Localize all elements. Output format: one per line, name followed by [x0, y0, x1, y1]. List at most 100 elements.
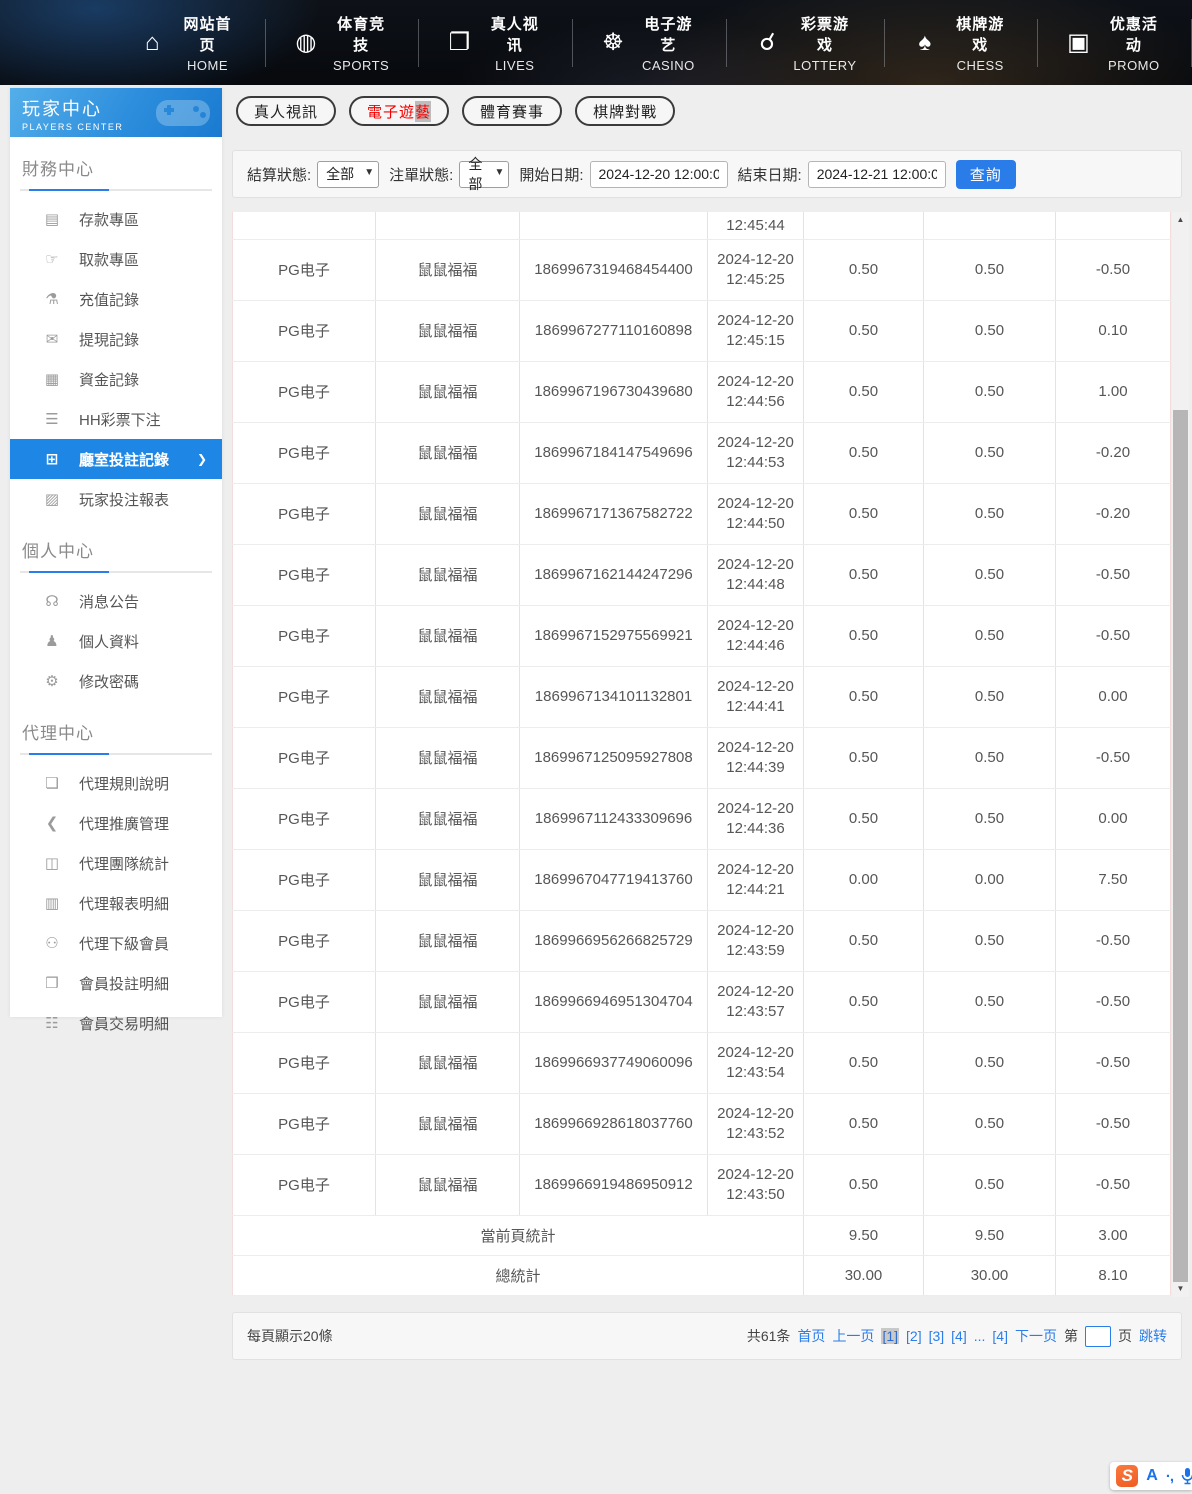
prev-page-link[interactable]: 上一页	[832, 1328, 875, 1344]
page-3-link[interactable]: [3]	[928, 1328, 945, 1344]
settlement-status-select[interactable]: 全部 ▼	[317, 160, 380, 188]
table-row[interactable]: PG电子 鼠鼠福福 1869966946951304704 2024-12-20…	[232, 971, 1171, 1033]
tab-sports-events[interactable]: 體育賽事	[462, 96, 563, 126]
sidebar-item[interactable]: ▥ 代理報表明細	[10, 883, 222, 923]
tab-live-video[interactable]: 真人視訊	[236, 96, 337, 126]
bet-time-cell: 2024-12-20 12:44:36	[707, 788, 804, 850]
nav-item[interactable]: ♠ 棋牌游戏 CHESS	[885, 16, 1039, 73]
order-status-select[interactable]: 全部 ▼	[459, 156, 510, 192]
sidebar-item[interactable]: ❏ 代理規則說明	[10, 763, 222, 803]
next-page-link[interactable]: 下一页	[1015, 1328, 1057, 1344]
provider-cell: PG电子	[232, 849, 376, 911]
game-name-cell: 鼠鼠福福	[375, 666, 520, 728]
start-date-input[interactable]	[589, 160, 728, 188]
scrollbar-thumb[interactable]	[1173, 410, 1188, 1282]
valid-bet-cell: 0.50	[923, 1093, 1056, 1155]
sidebar-item[interactable]: ☰ HH彩票下注	[10, 399, 222, 439]
table-row[interactable]: PG电子 鼠鼠福福 1869967134101132801 2024-12-20…	[232, 666, 1171, 728]
sidebar-item[interactable]: ⚙ 修改密碼	[10, 661, 222, 701]
sidebar-item[interactable]: ⚗ 充值記錄	[10, 279, 222, 319]
table-row[interactable]: PG电子 鼠鼠福福 1869966956266825729 2024-12-20…	[232, 910, 1171, 972]
table-row[interactable]: PG电子 鼠鼠福福 1869966928618037760 2024-12-20…	[232, 1093, 1171, 1155]
page-4-link[interactable]: [4]	[951, 1328, 967, 1344]
ime-punctuation-toggle[interactable]: ·,	[1165, 1467, 1174, 1485]
nav-label-en: CHESS	[956, 57, 1004, 73]
last-page-number-link[interactable]: [4]	[992, 1328, 1008, 1344]
pagination-ellipsis: ...	[973, 1328, 986, 1344]
first-page-link[interactable]: 首页	[797, 1328, 826, 1344]
valid-bet-cell: 0.50	[923, 910, 1056, 972]
table-row[interactable]: PG电子 鼠鼠福福 1869967152975569921 2024-12-20…	[232, 605, 1171, 667]
end-date-label: 結束日期:	[737, 166, 802, 184]
provider-cell: PG电子	[232, 483, 376, 545]
ime-language-toggle[interactable]: A	[1146, 1467, 1158, 1484]
winloss-cell: -0.50	[1055, 1154, 1171, 1216]
sidebar-item[interactable]: ❒ 會員投註明細	[10, 963, 222, 1003]
sidebar-item[interactable]: ♟ 個人資料	[10, 621, 222, 661]
bet-time-cell: 2024-12-20 12:44:53	[707, 422, 804, 484]
lottery-bet-icon: ☰	[45, 411, 59, 428]
nav-item[interactable]: ◍ 体育竞技 SPORTS	[266, 16, 420, 73]
sidebar-item-label: 代理報表明細	[79, 895, 170, 913]
winloss-cell: -0.50	[1055, 1093, 1171, 1155]
jump-button[interactable]: 跳转	[1139, 1328, 1167, 1344]
sidebar-header: 玩家中心 PLAYERS CENTER	[10, 88, 222, 137]
sidebar-item[interactable]: ☊ 消息公告	[10, 581, 222, 621]
scroll-up-arrow-icon[interactable]: ▲	[1176, 215, 1185, 224]
game-name-cell: 鼠鼠福福	[375, 239, 520, 301]
sidebar-item-label: 取款專區	[79, 251, 140, 269]
bet-id-cell: 1869967134101132801	[519, 666, 708, 728]
table-row[interactable]: PG电子 鼠鼠福福 1869967184147549696 2024-12-20…	[232, 422, 1171, 484]
nav-item[interactable]: ⌂ 网站首页 HOME	[112, 16, 266, 73]
sidebar-item[interactable]: ❮ 代理推廣管理	[10, 803, 222, 843]
tab-board-games[interactable]: 棋牌對戰	[575, 96, 676, 126]
table-row[interactable]: PG电子 鼠鼠福福 1869967171367582722 2024-12-20…	[232, 483, 1171, 545]
bet-time-cell: 2024-12-20 12:44:21	[707, 849, 804, 911]
table-row[interactable]: PG电子 鼠鼠福福 1869967112433309696 2024-12-20…	[232, 788, 1171, 850]
sidebar-item-room-bet-records[interactable]: ⊞ 廳室投註記錄 ❯	[10, 439, 222, 479]
sidebar-item[interactable]: ▦ 資金記錄	[10, 359, 222, 399]
tab-electronic-games[interactable]: 電子遊藝	[349, 96, 450, 126]
query-button[interactable]: 查詢	[955, 159, 1016, 189]
nav-label-zh: 棋牌游戏	[956, 15, 1005, 54]
nav-item[interactable]: ▣ 优惠活动 PROMO	[1038, 16, 1192, 73]
scroll-down-arrow-icon[interactable]: ▼	[1176, 1284, 1185, 1293]
section-divider	[20, 753, 212, 755]
microphone-icon[interactable]	[1181, 1467, 1192, 1485]
valid-bet-cell: 0.50	[923, 544, 1056, 606]
table-row[interactable]: PG电子 鼠鼠福福 1869967196730439680 2024-12-20…	[232, 361, 1171, 423]
table-row[interactable]: PG电子 鼠鼠福福 1869967125095927808 2024-12-20…	[232, 727, 1171, 789]
member-bet-detail-icon: ❒	[45, 975, 59, 992]
vertical-scrollbar[interactable]: ▲ ▼	[1172, 212, 1189, 1297]
sidebar-item-label: 會員投註明細	[79, 975, 170, 993]
chevron-right-icon: ❯	[196, 452, 207, 466]
page-2-link[interactable]: [2]	[906, 1328, 922, 1344]
nav-item[interactable]: ☌ 彩票游戏 LOTTERY	[727, 16, 885, 73]
page-winloss-total: 3.00	[1055, 1215, 1171, 1256]
sogou-logo-icon[interactable]: S	[1116, 1465, 1139, 1487]
bet-amount-cell: 0.50	[803, 727, 924, 789]
sidebar-item[interactable]: ▤ 存款專區	[10, 199, 222, 239]
page-jump-input[interactable]	[1085, 1325, 1111, 1347]
table-row[interactable]: PG电子 鼠鼠福福 1869966937749060096 2024-12-20…	[232, 1032, 1171, 1094]
sidebar-item[interactable]: ☞ 取款專區	[10, 239, 222, 279]
provider-cell: PG电子	[232, 239, 376, 301]
sidebar-item[interactable]: ◫ 代理團隊統計	[10, 843, 222, 883]
sidebar-item[interactable]: ⚇ 代理下級會員	[10, 923, 222, 963]
table-row[interactable]: PG电子 鼠鼠福福 1869967319468454400 2024-12-20…	[232, 239, 1171, 301]
table-row[interactable]: PG电子 鼠鼠福福 1869967277110160898 2024-12-20…	[232, 300, 1171, 362]
sidebar-item[interactable]: ▨ 玩家投注報表	[10, 479, 222, 519]
game-name-cell: 鼠鼠福福	[375, 971, 520, 1033]
sidebar-item[interactable]: ✉ 提現記錄	[10, 319, 222, 359]
nav-item[interactable]: ❐ 真人视讯 LIVES	[419, 16, 573, 73]
bet-amount-cell: 0.50	[803, 605, 924, 667]
gift-icon: ▣	[1067, 28, 1090, 56]
nav-item[interactable]: ☸ 电子游艺 CASINO	[573, 16, 727, 73]
table-row[interactable]: PG电子 鼠鼠福福 1869967047719413760 2024-12-20…	[232, 849, 1171, 911]
table-row[interactable]: PG电子 鼠鼠福福 1869967162144247296 2024-12-20…	[232, 544, 1171, 606]
table-row[interactable]: PG电子 鼠鼠福福 1869966919486950912 2024-12-20…	[232, 1154, 1171, 1216]
sidebar-item-label: 修改密碼	[79, 673, 140, 691]
provider-cell: PG电子	[232, 727, 376, 789]
end-date-input[interactable]	[807, 160, 946, 188]
sidebar-item[interactable]: ☷ 會員交易明細	[10, 1003, 222, 1043]
